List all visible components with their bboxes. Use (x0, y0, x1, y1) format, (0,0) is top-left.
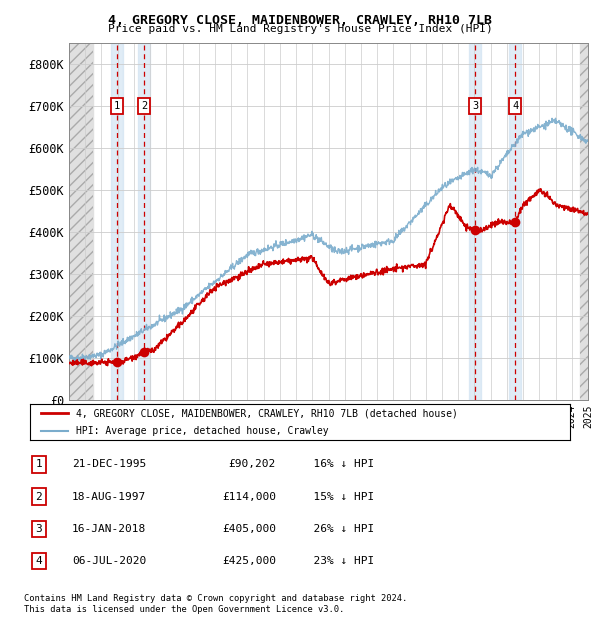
Bar (580, 43, 588, 400)
Bar (509, 43, 521, 400)
Text: 4: 4 (512, 101, 518, 112)
Text: 26% ↓ HPI: 26% ↓ HPI (300, 524, 374, 534)
Text: 2: 2 (35, 492, 43, 502)
Text: 18-AUG-1997: 18-AUG-1997 (72, 492, 146, 502)
Text: HPI: Average price, detached house, Crawley: HPI: Average price, detached house, Craw… (76, 426, 329, 436)
Text: 3: 3 (472, 101, 478, 112)
Text: This data is licensed under the Open Government Licence v3.0.: This data is licensed under the Open Gov… (24, 604, 344, 614)
Bar (138, 43, 150, 400)
Text: 3: 3 (35, 524, 43, 534)
Text: 4, GREGORY CLOSE, MAIDENBOWER, CRAWLEY, RH10 7LB (detached house): 4, GREGORY CLOSE, MAIDENBOWER, CRAWLEY, … (76, 408, 458, 419)
Bar (111, 43, 124, 400)
Text: £90,202: £90,202 (229, 459, 276, 469)
Text: 1: 1 (114, 101, 120, 112)
Text: 4: 4 (35, 556, 43, 566)
Text: 1: 1 (35, 459, 43, 469)
Text: £425,000: £425,000 (222, 556, 276, 566)
Text: 2: 2 (141, 101, 147, 112)
Text: Price paid vs. HM Land Registry's House Price Index (HPI): Price paid vs. HM Land Registry's House … (107, 24, 493, 34)
Bar (469, 43, 481, 400)
Text: 23% ↓ HPI: 23% ↓ HPI (300, 556, 374, 566)
Bar (69, 43, 94, 400)
Text: £405,000: £405,000 (222, 524, 276, 534)
Text: 21-DEC-1995: 21-DEC-1995 (72, 459, 146, 469)
Bar (69, 43, 94, 400)
Text: Contains HM Land Registry data © Crown copyright and database right 2024.: Contains HM Land Registry data © Crown c… (24, 593, 407, 603)
Text: £114,000: £114,000 (222, 492, 276, 502)
Text: 4, GREGORY CLOSE, MAIDENBOWER, CRAWLEY, RH10 7LB: 4, GREGORY CLOSE, MAIDENBOWER, CRAWLEY, … (108, 14, 492, 27)
Bar (580, 43, 588, 400)
Text: 06-JUL-2020: 06-JUL-2020 (72, 556, 146, 566)
Text: 15% ↓ HPI: 15% ↓ HPI (300, 492, 374, 502)
Text: 16% ↓ HPI: 16% ↓ HPI (300, 459, 374, 469)
Text: 16-JAN-2018: 16-JAN-2018 (72, 524, 146, 534)
